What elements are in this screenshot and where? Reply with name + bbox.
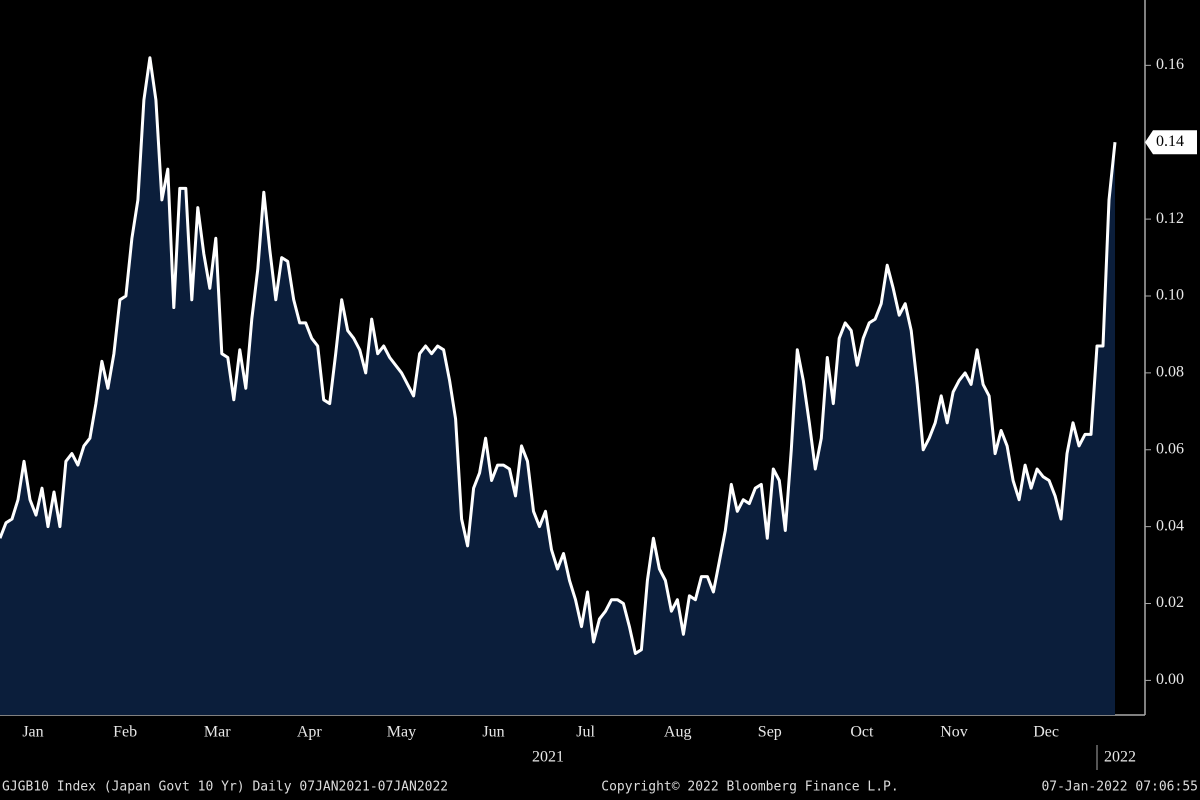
line — [0, 56, 1117, 655]
x-tick-label: May — [387, 724, 416, 741]
current-value-label: 0.14 — [1156, 133, 1184, 150]
year-label: 2021 — [532, 749, 564, 766]
footer-left: GJGB10 Index (Japan Govt 10 Yr) Daily 07… — [2, 780, 448, 795]
x-tick-label: Feb — [113, 724, 137, 741]
y-tick-label: 0.08 — [1156, 364, 1184, 381]
y-tick-label: 0.00 — [1156, 671, 1184, 688]
y-tick-label: 0.06 — [1156, 440, 1184, 457]
x-tick-label: Jul — [576, 724, 595, 741]
y-tick-label: 0.16 — [1156, 56, 1184, 73]
y-tick-label: 0.10 — [1156, 287, 1184, 304]
y-tick-label: 0.02 — [1156, 594, 1184, 611]
x-tick-label: Jun — [482, 724, 504, 741]
area-fill — [0, 57, 1115, 715]
current-value-tag — [1145, 130, 1197, 155]
y-tick-label: 0.12 — [1156, 210, 1184, 227]
y-tick-label: 0.04 — [1156, 517, 1184, 534]
x-tick-label: Mar — [204, 724, 231, 741]
x-tick-label: Jan — [22, 724, 43, 741]
footer-right: 07-Jan-2022 07:06:55 — [1041, 780, 1198, 795]
x-tick-label: Sep — [758, 724, 782, 741]
x-tick-label: Dec — [1033, 724, 1059, 741]
year-label: 2022 — [1104, 749, 1136, 766]
x-tick-label: Apr — [297, 724, 323, 741]
x-tick-label: Nov — [940, 724, 968, 741]
x-tick-label: Oct — [850, 724, 874, 741]
x-tick-label: Aug — [664, 724, 692, 741]
footer-center: Copyright© 2022 Bloomberg Finance L.P. — [601, 780, 898, 795]
